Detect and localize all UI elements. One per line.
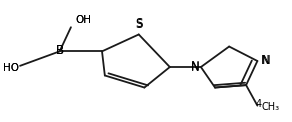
Text: HO: HO [3, 63, 19, 73]
Text: 4: 4 [256, 99, 262, 109]
Text: CH₃: CH₃ [262, 102, 280, 112]
Text: N: N [261, 54, 270, 66]
Text: S: S [135, 17, 142, 30]
Text: N: N [262, 54, 270, 67]
Text: B: B [55, 44, 64, 57]
Text: N: N [191, 61, 199, 74]
Text: N: N [191, 60, 199, 73]
Text: S: S [135, 18, 142, 31]
Text: OH: OH [75, 15, 91, 25]
Text: B: B [55, 44, 64, 57]
Text: HO: HO [3, 63, 19, 73]
Text: OH: OH [75, 15, 91, 25]
